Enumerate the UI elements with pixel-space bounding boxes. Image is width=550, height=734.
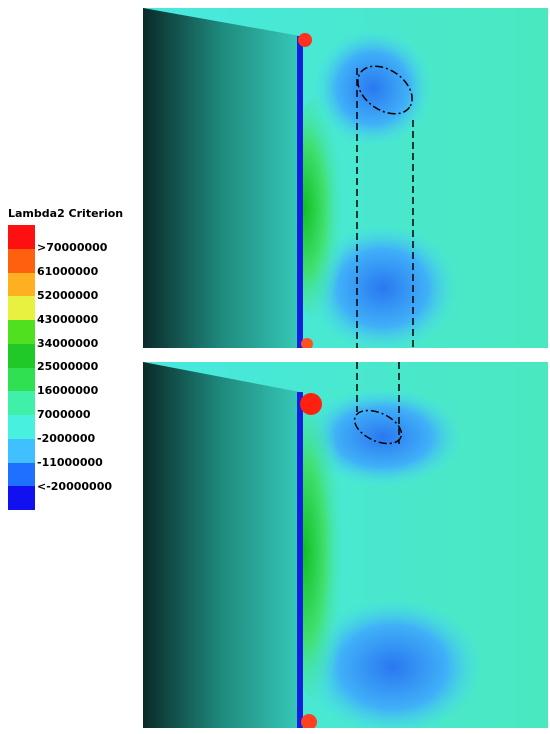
legend-label: -11000000 [37,456,103,470]
legend-label: 34000000 [37,336,99,350]
contour-panel-bottom [143,362,548,728]
legend-labels: >70000000 61000000 52000000 43000000 3400000… [37,236,112,499]
legend-label: 25000000 [37,360,99,374]
legend-label: -2000000 [37,432,96,446]
legend-label: 61000000 [37,264,99,278]
legend-label: 43000000 [37,312,99,326]
legend-title: Lambda2 Criterion [8,207,124,220]
legend-label: 16000000 [37,384,99,398]
legend-label: >70000000 [37,241,108,254]
contour-panel-top [143,8,548,348]
legend-label: 52000000 [37,288,99,302]
legend-label: <-20000000 [37,479,113,493]
legend-label: 7000000 [37,408,91,422]
color-bar [8,225,35,510]
